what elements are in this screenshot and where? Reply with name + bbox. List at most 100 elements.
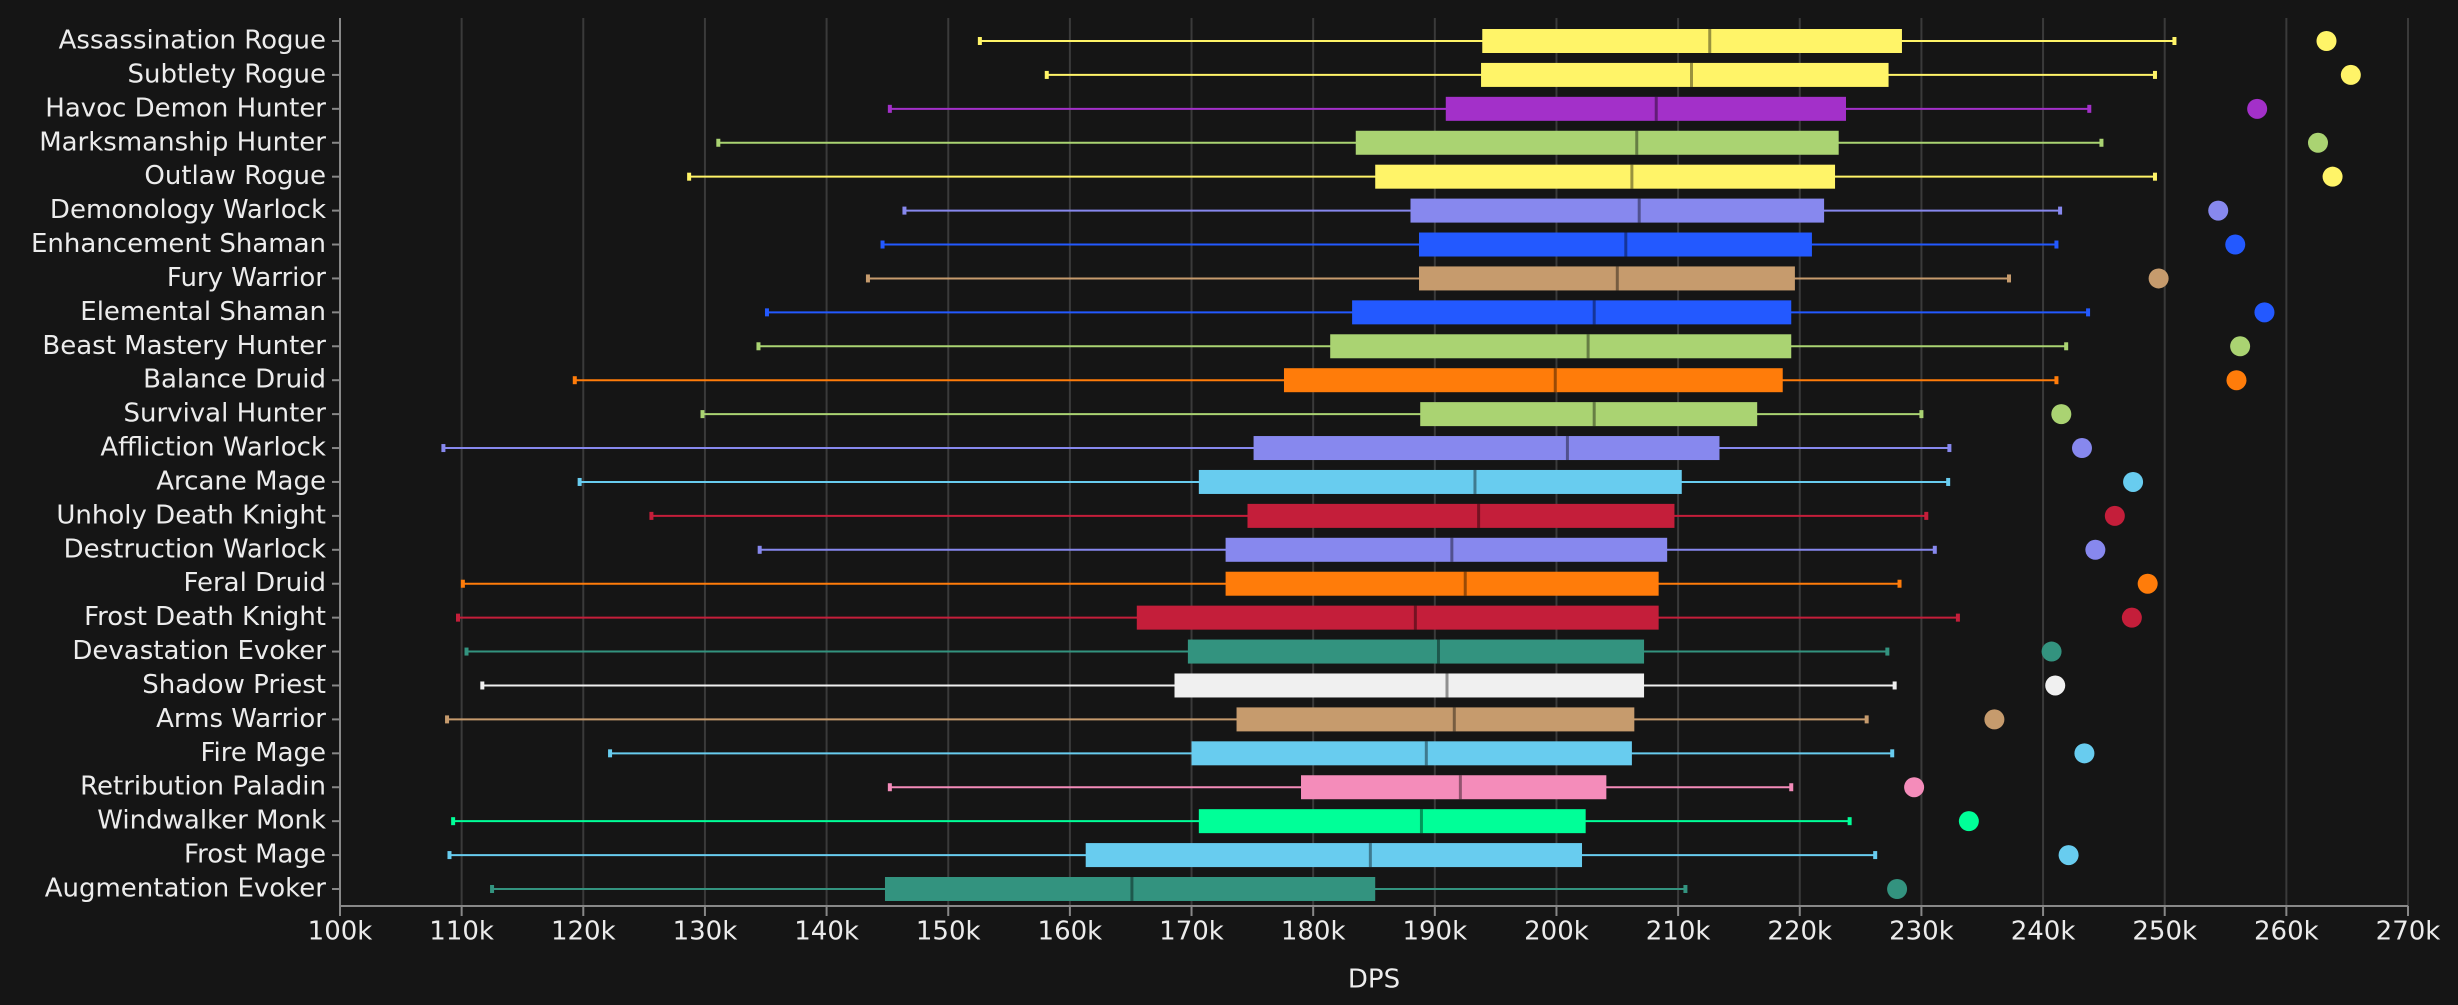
- whisker-cap-low: [880, 240, 885, 249]
- box: [1445, 96, 1846, 121]
- whisker-cap-high: [1890, 749, 1895, 758]
- whisker-cap-high: [1946, 477, 1951, 486]
- whisker-cap-high: [2152, 172, 2157, 181]
- y-tick-label: Subtlety Rogue: [127, 59, 326, 89]
- y-tick-label: Frost Death Knight: [84, 602, 326, 632]
- box: [1191, 741, 1632, 766]
- box: [1174, 673, 1645, 698]
- box: [1225, 537, 1668, 562]
- whisker-cap-low: [460, 579, 465, 588]
- box: [1420, 402, 1758, 427]
- whisker-cap-low: [441, 444, 446, 453]
- y-tick-label: Frost Mage: [184, 840, 326, 870]
- box: [1085, 843, 1583, 868]
- whisker-cap-high: [2152, 70, 2157, 79]
- top-point: [2123, 471, 2144, 492]
- whisker-cap-low: [608, 749, 613, 758]
- top-point: [2316, 31, 2337, 51]
- x-tick-label: 250k: [2132, 917, 2197, 947]
- top-point: [2085, 539, 2106, 560]
- whisker-cap-low: [865, 274, 870, 283]
- top-point: [1958, 811, 1979, 832]
- x-tick-label: 180k: [1281, 917, 1346, 947]
- top-point: [2045, 675, 2066, 696]
- whisker-cap-high: [2054, 240, 2059, 249]
- top-point: [2322, 166, 2343, 187]
- whisker-cap-high: [2064, 342, 2069, 351]
- top-point: [2051, 404, 2072, 425]
- x-tick-label: 210k: [1646, 917, 1711, 947]
- y-tick-label: Shadow Priest: [142, 670, 326, 700]
- box: [1187, 639, 1645, 664]
- x-tick-label: 150k: [916, 917, 981, 947]
- x-tick-label: 130k: [673, 917, 738, 947]
- x-tick-label: 270k: [2376, 917, 2441, 947]
- y-tick-label: Fire Mage: [200, 738, 326, 768]
- box: [1352, 300, 1792, 325]
- x-tick-label: 160k: [1038, 917, 1103, 947]
- y-tick-label: Outlaw Rogue: [144, 161, 326, 191]
- y-tick-label: Affliction Warlock: [100, 433, 326, 463]
- box: [1198, 809, 1586, 834]
- box: [1253, 436, 1720, 461]
- whisker-cap-high: [1885, 647, 1890, 656]
- top-point: [2121, 607, 2142, 628]
- y-tick-label: Havoc Demon Hunter: [45, 93, 326, 123]
- whisker-cap-low: [756, 342, 761, 351]
- x-tick-label: 120k: [551, 917, 616, 947]
- whisker-cap-high: [1864, 715, 1869, 724]
- y-tick-label: Feral Druid: [183, 568, 326, 598]
- whisker-cap-low: [902, 206, 907, 215]
- y-tick-label: Fury Warrior: [167, 263, 326, 293]
- whisker-cap-high: [1919, 410, 1924, 419]
- whisker-cap-low: [445, 715, 450, 724]
- whisker-cap-high: [2006, 274, 2011, 283]
- x-tick-label: 220k: [1767, 917, 1832, 947]
- top-point: [2230, 336, 2251, 357]
- x-tick-label: 140k: [794, 917, 859, 947]
- box: [1247, 503, 1675, 528]
- whisker-cap-low: [757, 545, 762, 554]
- y-tick-label: Devastation Evoker: [72, 636, 326, 666]
- box: [1481, 62, 1889, 87]
- whisker-cap-high: [2172, 37, 2177, 45]
- whisker-cap-low: [455, 613, 460, 622]
- whisker-cap-high: [1789, 783, 1794, 792]
- y-tick-label: Demonology Warlock: [50, 195, 326, 225]
- box: [1419, 266, 1795, 291]
- y-tick-label: Arms Warrior: [156, 704, 326, 734]
- whisker-cap-high: [1924, 511, 1929, 520]
- whisker-cap-low: [977, 37, 982, 45]
- whisker-cap-high: [2058, 206, 2063, 215]
- whisker-cap-low: [687, 172, 692, 181]
- top-point: [2058, 845, 2079, 866]
- whisker-cap-low: [490, 885, 495, 893]
- x-tick-label: 260k: [2254, 917, 2319, 947]
- whisker-cap-low: [649, 511, 654, 520]
- y-tick-label: Retribution Paladin: [80, 772, 326, 802]
- y-tick-label: Beast Mastery Hunter: [42, 331, 326, 361]
- top-point: [2041, 641, 2062, 662]
- x-tick-label: 170k: [1159, 917, 1224, 947]
- top-point: [2137, 573, 2158, 594]
- whisker-cap-low: [447, 851, 452, 860]
- box: [1225, 571, 1659, 596]
- top-point: [2307, 132, 2328, 153]
- whisker-cap-high: [1955, 613, 1960, 622]
- box: [1375, 164, 1836, 189]
- whisker-cap-high: [2086, 308, 2091, 317]
- whisker-cap-high: [1897, 579, 1902, 588]
- top-point: [2071, 438, 2092, 459]
- box: [1482, 29, 1902, 53]
- y-tick-label: Balance Druid: [143, 365, 326, 395]
- whisker-cap-low: [887, 783, 892, 792]
- x-tick-label: 200k: [1524, 917, 1589, 947]
- top-point: [1904, 777, 1925, 798]
- box: [1136, 605, 1659, 630]
- x-tick-label: 190k: [1402, 917, 1467, 947]
- whisker-cap-high: [1683, 885, 1688, 893]
- whisker-cap-low: [764, 308, 769, 317]
- y-tick-label: Elemental Shaman: [80, 297, 326, 327]
